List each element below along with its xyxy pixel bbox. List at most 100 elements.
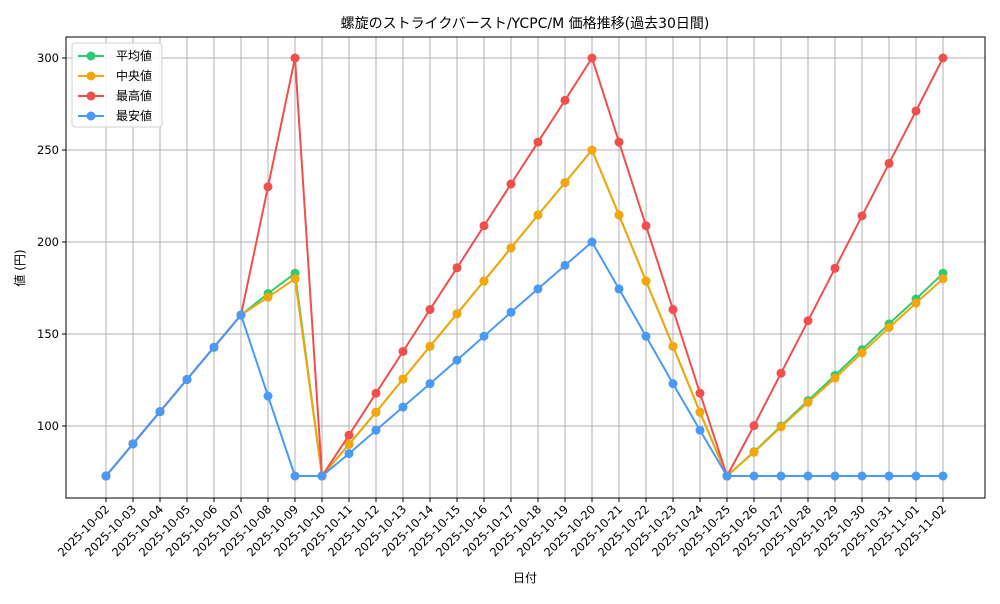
- legend-label-min: 最安値: [116, 108, 152, 123]
- data-point: [641, 331, 651, 341]
- legend-item-median: 中央値: [78, 68, 152, 83]
- data-point: [938, 471, 948, 481]
- data-point: [560, 178, 570, 188]
- data-point: [830, 263, 840, 273]
- data-point: [884, 158, 894, 168]
- data-point: [506, 179, 516, 189]
- series-line: [105, 241, 943, 477]
- legend-item-max: 最高値: [78, 88, 152, 103]
- legend-item-min: 最安値: [78, 108, 152, 123]
- data-point: [344, 449, 354, 459]
- data-point: [479, 276, 489, 286]
- series-0: [101, 145, 948, 481]
- data-point: [317, 471, 327, 481]
- data-point: [371, 425, 381, 435]
- data-point: [344, 439, 354, 449]
- data-point: [101, 471, 111, 481]
- data-point: [695, 407, 705, 417]
- data-point: [803, 397, 813, 407]
- data-point: [668, 305, 678, 315]
- data-point: [695, 388, 705, 398]
- chart-title: 螺旋のストライクバースト/YCPC/M 価格推移(過去30日間): [341, 16, 710, 32]
- data-point: [425, 341, 435, 351]
- data-point: [533, 137, 543, 147]
- plot-frame: [65, 36, 986, 499]
- legend-marker-max: [86, 91, 96, 101]
- data-point: [452, 355, 462, 365]
- data-point: [128, 439, 138, 449]
- data-point: [479, 331, 489, 341]
- data-point: [371, 388, 381, 398]
- data-point: [155, 407, 165, 417]
- data-point: [776, 368, 786, 378]
- data-point: [938, 53, 948, 63]
- data-point: [857, 471, 867, 481]
- data-point: [884, 471, 894, 481]
- data-point: [452, 263, 462, 273]
- data-point: [560, 260, 570, 270]
- y-axis: 100 150 200 250 300: [37, 51, 66, 433]
- data-point: [803, 316, 813, 326]
- data-point: [668, 341, 678, 351]
- data-point: [290, 53, 300, 63]
- data-point: [587, 53, 597, 63]
- data-point: [263, 292, 273, 302]
- data-point: [398, 402, 408, 412]
- legend: 平均値 中央値 最高値 最安値: [71, 42, 163, 128]
- data-point: [344, 430, 354, 440]
- data-series: [101, 53, 948, 481]
- data-point: [263, 182, 273, 192]
- data-point: [938, 274, 948, 284]
- series-3: [101, 237, 948, 481]
- legend-marker-min: [86, 111, 96, 121]
- data-point: [641, 276, 651, 286]
- data-point: [749, 421, 759, 431]
- data-point: [803, 471, 813, 481]
- series-line: [105, 57, 944, 477]
- data-point: [560, 95, 570, 105]
- data-point: [911, 471, 921, 481]
- x-axis: 2025-10-022025-10-032025-10-042025-10-05…: [55, 498, 949, 559]
- legend-marker-median: [86, 71, 96, 81]
- series-2: [101, 53, 948, 481]
- data-point: [857, 211, 867, 221]
- data-point: [776, 471, 786, 481]
- data-point: [830, 471, 840, 481]
- data-point: [263, 391, 273, 401]
- data-point: [371, 407, 381, 417]
- data-point: [749, 447, 759, 457]
- data-point: [587, 145, 597, 155]
- data-point: [911, 106, 921, 116]
- legend-marker-average: [86, 51, 96, 61]
- data-point: [749, 471, 759, 481]
- data-point: [533, 284, 543, 294]
- data-point: [722, 471, 732, 481]
- data-point: [182, 374, 192, 384]
- data-point: [830, 373, 840, 383]
- data-point: [290, 471, 300, 481]
- data-point: [857, 348, 867, 358]
- legend-label-median: 中央値: [116, 68, 152, 83]
- data-point: [398, 374, 408, 384]
- data-point: [695, 425, 705, 435]
- series-line: [105, 149, 944, 477]
- data-point: [614, 284, 624, 294]
- data-point: [533, 210, 543, 220]
- data-point: [425, 305, 435, 315]
- legend-item-average: 平均値: [78, 48, 152, 63]
- y-axis-label: 値 (円): [12, 249, 27, 286]
- legend-box: [71, 42, 163, 128]
- y-tick-label: 250: [37, 143, 59, 157]
- legend-label-average: 平均値: [116, 48, 152, 63]
- data-point: [479, 221, 489, 231]
- legend-label-max: 最高値: [116, 88, 152, 103]
- y-tick-label: 300: [37, 51, 59, 65]
- y-tick-label: 150: [37, 327, 59, 341]
- y-tick-label: 200: [37, 235, 59, 249]
- data-point: [884, 323, 894, 333]
- series-line: [105, 149, 944, 477]
- data-point: [587, 237, 597, 247]
- x-axis-label: 日付: [513, 571, 537, 585]
